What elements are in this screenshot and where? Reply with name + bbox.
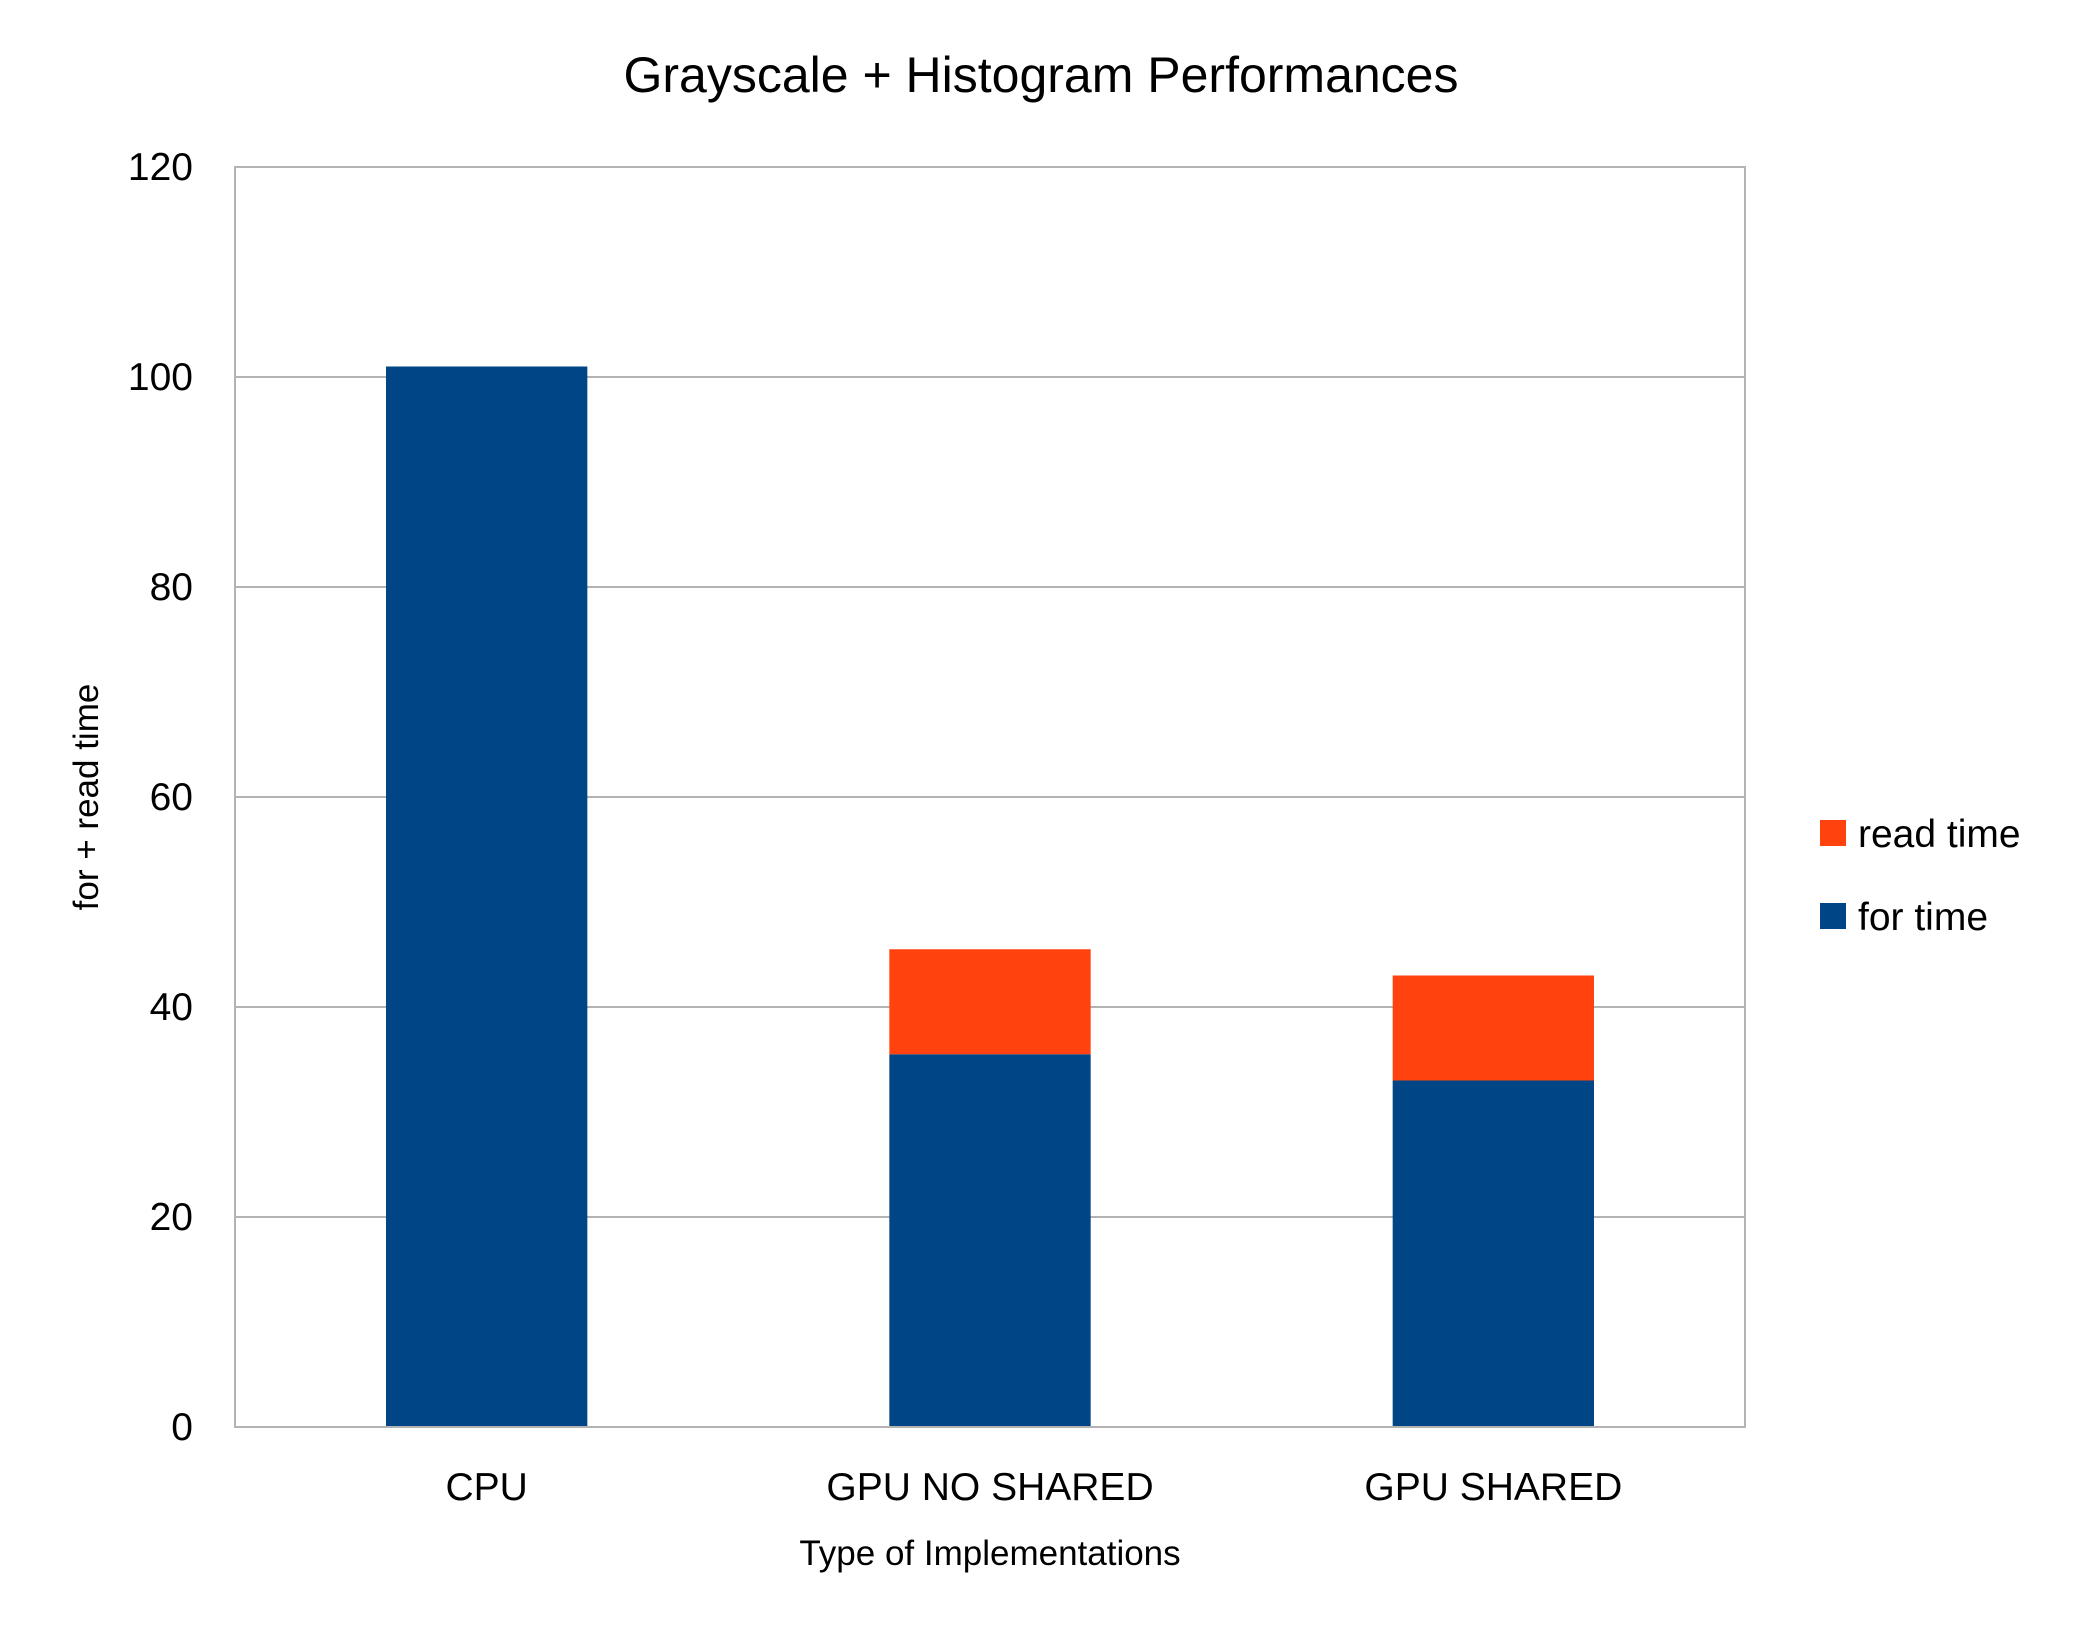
plot-area-frame — [234, 166, 1746, 1428]
bar-for-time-gpu-no-shared — [889, 1054, 1091, 1427]
bar-read-time-gpu-shared — [1392, 975, 1594, 1081]
y-axis-title: for + read time — [67, 684, 106, 911]
legend: read time for time — [1820, 813, 2021, 939]
legend-label: read time — [1858, 813, 2021, 856]
bar-read-time-gpu-no-shared — [889, 949, 1091, 1055]
y-tick-label: 20 — [150, 1196, 193, 1239]
x-category-label: CPU — [445, 1466, 527, 1509]
y-tick-label: 120 — [128, 146, 193, 189]
legend-swatch — [1820, 903, 1846, 929]
bar-for-time-cpu — [386, 366, 588, 1427]
legend-swatch — [1820, 820, 1846, 846]
y-tick-label: 80 — [150, 566, 193, 609]
x-category-labels: CPU GPU NO SHARED GPU SHARED — [445, 1466, 1622, 1509]
y-tick-label: 0 — [171, 1406, 193, 1449]
y-tick-label: 60 — [150, 776, 193, 819]
x-axis-title: Type of Implementations — [799, 1534, 1180, 1573]
chart-title: Grayscale + Histogram Performances — [623, 47, 1458, 103]
y-tick-label: 100 — [128, 356, 193, 399]
y-tick-label: 40 — [150, 986, 193, 1029]
bar-for-time-gpu-shared — [1392, 1080, 1594, 1427]
y-tick-labels: 0 20 40 60 80 100 120 — [128, 146, 193, 1449]
x-category-label: GPU SHARED — [1364, 1466, 1622, 1509]
x-category-label: GPU NO SHARED — [826, 1466, 1153, 1509]
bars — [386, 366, 1594, 1427]
legend-label: for time — [1858, 896, 1988, 939]
